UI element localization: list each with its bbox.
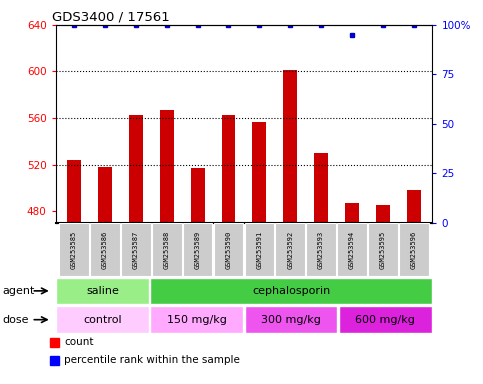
Bar xyxy=(253,121,266,223)
FancyBboxPatch shape xyxy=(399,223,428,276)
FancyBboxPatch shape xyxy=(150,278,432,304)
Text: 600 mg/kg: 600 mg/kg xyxy=(355,314,415,325)
FancyBboxPatch shape xyxy=(306,223,336,276)
Text: GSM253587: GSM253587 xyxy=(133,230,139,269)
Text: GSM253588: GSM253588 xyxy=(164,230,170,269)
FancyBboxPatch shape xyxy=(90,223,120,276)
FancyBboxPatch shape xyxy=(183,223,213,276)
Bar xyxy=(50,356,59,365)
Bar xyxy=(129,114,143,223)
Bar xyxy=(222,114,235,223)
FancyBboxPatch shape xyxy=(213,223,243,276)
Bar xyxy=(160,110,174,223)
Text: GSM253592: GSM253592 xyxy=(287,230,293,269)
Text: count: count xyxy=(64,338,94,348)
Text: GSM253586: GSM253586 xyxy=(102,230,108,269)
Bar xyxy=(98,167,112,223)
Text: GSM253593: GSM253593 xyxy=(318,230,324,269)
Text: GSM253594: GSM253594 xyxy=(349,230,355,269)
Text: percentile rank within the sample: percentile rank within the sample xyxy=(64,355,241,365)
Text: 150 mg/kg: 150 mg/kg xyxy=(167,314,227,325)
Bar xyxy=(407,190,421,223)
Text: saline: saline xyxy=(86,286,119,296)
FancyBboxPatch shape xyxy=(150,306,243,333)
Text: 300 mg/kg: 300 mg/kg xyxy=(261,314,321,325)
Text: cephalosporin: cephalosporin xyxy=(252,286,330,296)
Bar xyxy=(67,160,81,223)
FancyBboxPatch shape xyxy=(121,223,151,276)
FancyBboxPatch shape xyxy=(368,223,398,276)
Bar xyxy=(284,70,297,223)
FancyBboxPatch shape xyxy=(244,223,274,276)
FancyBboxPatch shape xyxy=(339,306,432,333)
Text: agent: agent xyxy=(2,286,35,296)
Bar xyxy=(376,205,390,223)
Text: GSM253596: GSM253596 xyxy=(411,230,417,269)
Text: GSM253589: GSM253589 xyxy=(195,230,200,269)
FancyBboxPatch shape xyxy=(56,306,149,333)
Text: dose: dose xyxy=(2,314,29,325)
Text: control: control xyxy=(84,314,122,325)
Text: GSM253595: GSM253595 xyxy=(380,230,386,269)
Text: GDS3400 / 17561: GDS3400 / 17561 xyxy=(52,11,170,24)
Text: GSM253591: GSM253591 xyxy=(256,230,262,269)
Bar xyxy=(345,203,359,223)
Text: GSM253585: GSM253585 xyxy=(71,230,77,269)
FancyBboxPatch shape xyxy=(337,223,367,276)
FancyBboxPatch shape xyxy=(59,223,89,276)
FancyBboxPatch shape xyxy=(275,223,305,276)
Bar xyxy=(314,153,328,223)
Bar xyxy=(50,338,59,347)
FancyBboxPatch shape xyxy=(56,278,149,304)
Bar xyxy=(191,168,204,223)
Text: GSM253590: GSM253590 xyxy=(226,230,231,269)
FancyBboxPatch shape xyxy=(152,223,182,276)
FancyBboxPatch shape xyxy=(244,306,338,333)
